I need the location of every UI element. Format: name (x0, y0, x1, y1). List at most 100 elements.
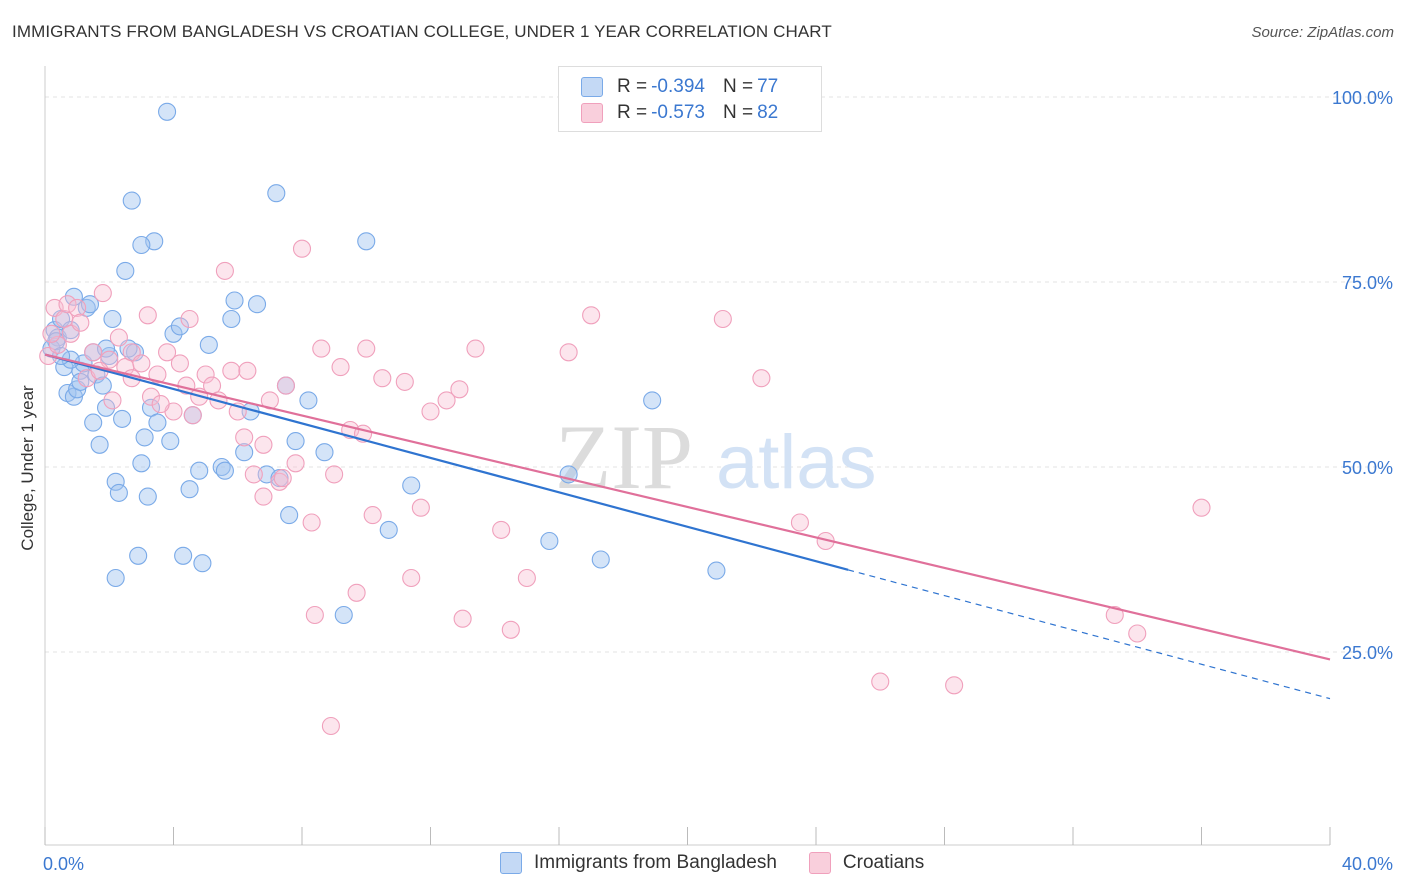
point-croatians (254, 435, 273, 454)
point-bangladesh (64, 287, 83, 306)
point-croatians (466, 339, 485, 358)
point-bangladesh (299, 391, 318, 410)
point-bangladesh (235, 443, 254, 462)
point-croatians (151, 395, 170, 414)
point-bangladesh (106, 568, 125, 588)
point-croatians (492, 520, 511, 539)
point-bangladesh (129, 546, 148, 565)
legend-label: Croatians (842, 852, 925, 873)
n-value: 82 (757, 102, 779, 123)
point-bangladesh (379, 520, 398, 539)
point-bangladesh (106, 472, 125, 491)
point-croatians (331, 358, 350, 377)
point-bangladesh (96, 398, 116, 417)
point-croatians (238, 361, 257, 380)
blue-swatch (500, 852, 522, 874)
point-croatians (273, 469, 292, 488)
point-croatians (321, 716, 340, 736)
y-axis-label: College, Under 1 year (18, 385, 37, 551)
pink-swatch (581, 103, 603, 123)
legend-label: Immigrants from Bangladesh (534, 852, 777, 873)
blue-swatch (581, 77, 603, 97)
r-label: R = (617, 102, 648, 123)
point-croatians (93, 284, 112, 303)
x-tick-label: 40.0% (1342, 854, 1393, 874)
point-bangladesh (267, 184, 286, 203)
point-croatians (254, 487, 273, 506)
point-bangladesh (103, 309, 122, 329)
watermark-atlas: atlas (716, 420, 877, 505)
point-croatians (421, 402, 440, 421)
point-croatians (305, 605, 324, 625)
point-bangladesh (402, 476, 421, 495)
point-croatians (363, 506, 382, 525)
point-croatians (347, 583, 366, 602)
trend-bangladesh (44, 353, 849, 571)
point-croatians (312, 339, 331, 358)
y-tick-label: 75.0% (1342, 273, 1393, 293)
point-croatians (453, 609, 472, 628)
point-bangladesh (90, 435, 109, 454)
point-croatians (48, 335, 67, 354)
point-croatians (325, 465, 344, 484)
point-croatians (302, 513, 321, 532)
point-croatians (1128, 624, 1147, 643)
series-bangladesh-points (42, 102, 726, 625)
point-croatians (71, 313, 90, 332)
point-bangladesh (174, 546, 193, 565)
point-croatians (180, 309, 199, 329)
point-croatians (244, 465, 263, 484)
point-croatians (42, 324, 61, 343)
point-bangladesh (164, 324, 183, 343)
y-tick-label: 25.0% (1342, 643, 1393, 663)
point-croatians (103, 391, 122, 410)
point-bangladesh (190, 461, 209, 480)
point-bangladesh (113, 409, 132, 428)
legend-row-croatians: R = -0.573 N = 82 (581, 101, 796, 125)
legend-item-croatians[interactable]: Croatians (808, 852, 925, 874)
point-croatians (235, 428, 254, 447)
point-bangladesh (161, 432, 180, 451)
point-bangladesh (315, 443, 334, 462)
point-croatians (141, 387, 161, 406)
legend-item-bangladesh[interactable]: Immigrants from Bangladesh (500, 852, 777, 874)
point-bangladesh (158, 102, 177, 121)
point-croatians (68, 298, 87, 317)
point-croatians (713, 309, 732, 329)
point-croatians (276, 376, 295, 395)
point-croatians (395, 372, 414, 391)
point-croatians (138, 306, 157, 325)
source-label: Source: ZipAtlas.com (1251, 24, 1394, 41)
point-bangladesh (180, 480, 199, 499)
point-bangladesh (148, 413, 167, 432)
point-croatians (373, 369, 392, 388)
point-croatians (1192, 498, 1211, 517)
point-croatians (411, 498, 430, 517)
point-croatians (196, 365, 215, 384)
point-bangladesh (707, 561, 726, 580)
point-bangladesh (199, 335, 218, 354)
point-croatians (109, 328, 128, 347)
point-croatians (945, 676, 964, 695)
watermark: ZIP atlas (555, 406, 877, 508)
y-tick-label: 50.0% (1342, 458, 1393, 478)
n-value: 77 (757, 76, 779, 97)
point-croatians (84, 343, 103, 362)
point-croatians (222, 361, 241, 380)
axes (44, 66, 1331, 846)
point-bangladesh (591, 550, 610, 569)
n-label: N = (722, 76, 754, 97)
point-bangladesh (334, 605, 353, 625)
point-croatians (402, 568, 421, 588)
point-croatians (170, 354, 189, 373)
tick-labels: 25.0% 50.0% 75.0% 100.0% 0.0% 40.0% (43, 88, 1393, 874)
x-tick-label: 0.0% (43, 854, 84, 874)
point-croatians (437, 391, 456, 410)
point-bangladesh (357, 232, 376, 251)
point-bangladesh (225, 291, 244, 310)
point-bangladesh (247, 295, 267, 314)
point-bangladesh (286, 432, 305, 451)
series-legend: Immigrants from Bangladesh Croatians (500, 852, 956, 874)
point-bangladesh (93, 376, 112, 395)
